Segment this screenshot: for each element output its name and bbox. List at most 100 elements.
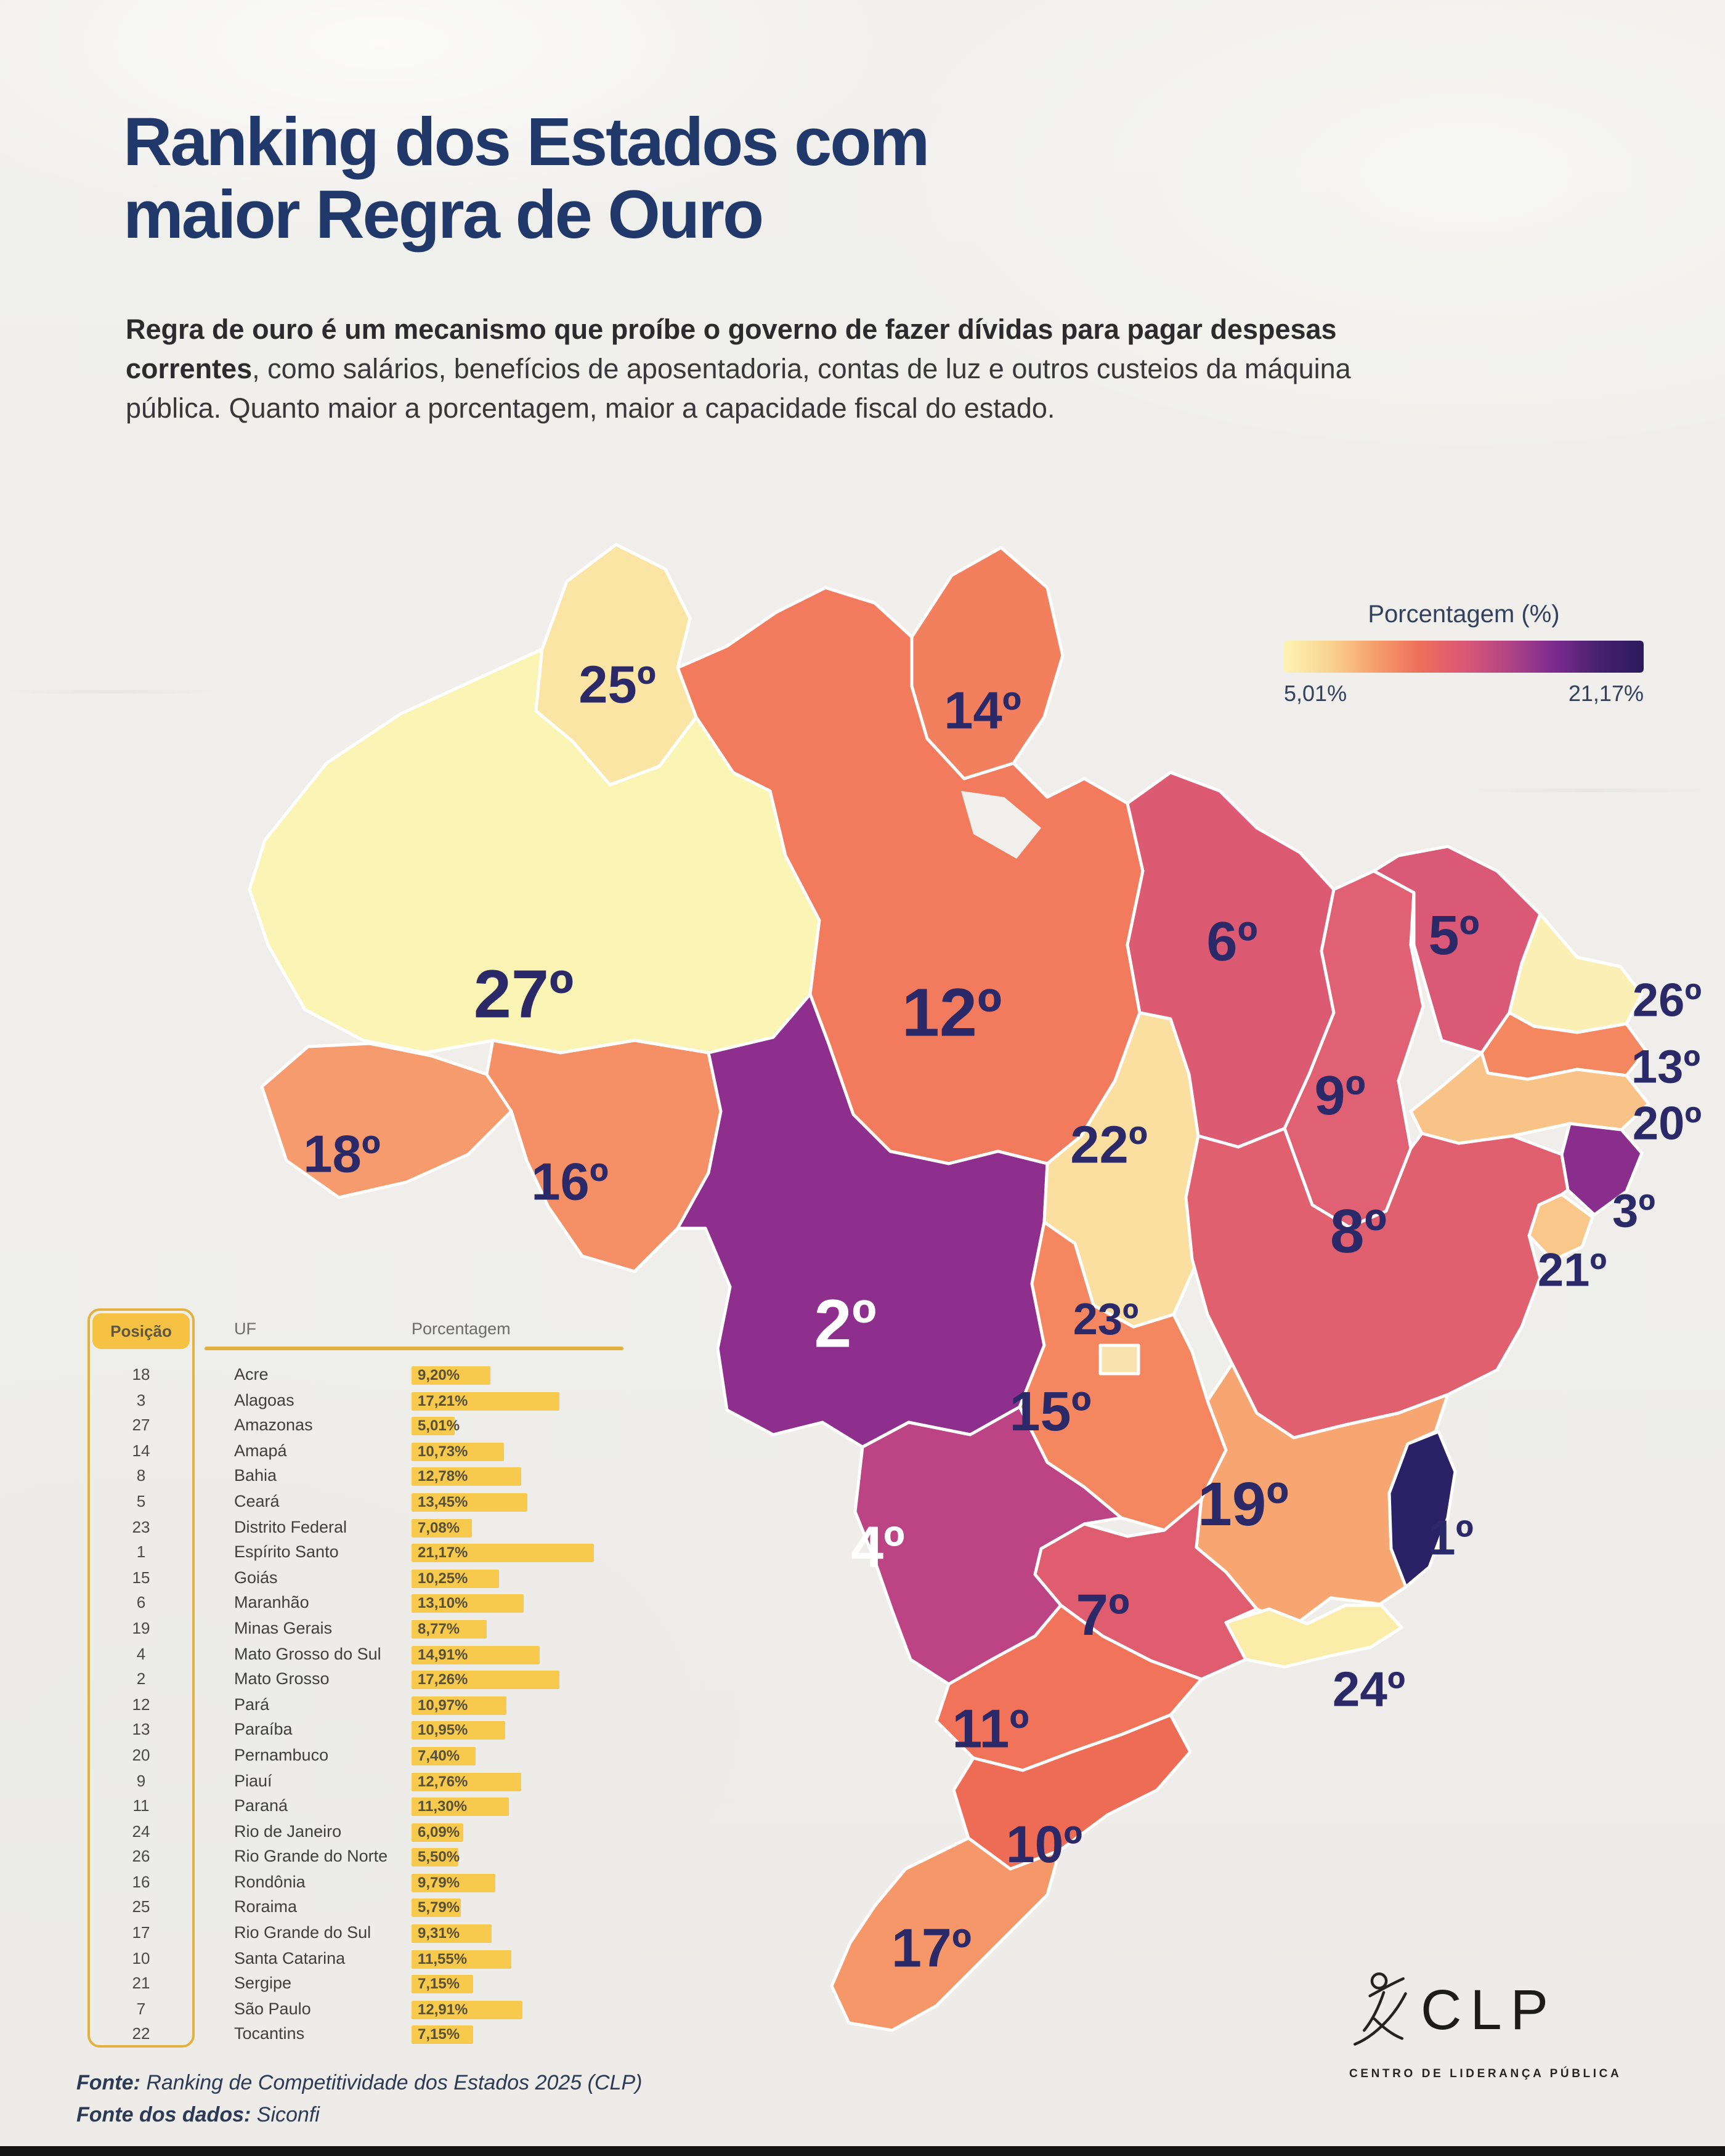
- pct-bar: 17,26%: [412, 1671, 560, 1690]
- pct-value: 7,15%: [418, 1975, 460, 1993]
- position-cell: 1: [136, 1542, 146, 1562]
- source-label: Fonte:: [76, 2071, 140, 2094]
- table-row: 8 Bahia 12,78%: [87, 1464, 636, 1489]
- pct-bar: 9,31%: [412, 1924, 492, 1943]
- position-cell: 16: [132, 1872, 150, 1891]
- pct-bar: 14,91%: [412, 1645, 540, 1664]
- position-cell: 24: [132, 1822, 150, 1841]
- page-subtitle: Regra de ouro é um mecanismo que proíbe …: [126, 310, 1407, 429]
- table-row: 9 Piauí 12,76%: [87, 1769, 636, 1794]
- state-ac: [260, 1042, 513, 1199]
- rank-label-mg: 19º: [1198, 1470, 1289, 1539]
- pct-value: 21,17%: [418, 1544, 468, 1562]
- table-row: 13 Paraíba 10,95%: [87, 1718, 636, 1743]
- table-row: 5 Ceará 13,45%: [87, 1489, 636, 1515]
- pct-bar: 7,15%: [412, 1975, 473, 1994]
- pct-value: 12,78%: [418, 1467, 468, 1485]
- rank-label-ro: 16º: [531, 1153, 609, 1212]
- pct-bar: 11,55%: [412, 1950, 511, 1969]
- legend-min-label: 5,01%: [1284, 681, 1347, 706]
- rank-label-ms: 4º: [851, 1515, 905, 1580]
- state-rs: [830, 1836, 1061, 2032]
- rank-label-rs: 17º: [891, 1918, 972, 1979]
- table-row: 2 Mato Grosso 17,26%: [87, 1667, 636, 1692]
- pct-bar: 6,09%: [412, 1823, 464, 1842]
- pct-value: 17,26%: [418, 1671, 468, 1688]
- pct-bar: 13,45%: [412, 1493, 527, 1512]
- title-line-1: Ranking dos Estados com: [123, 103, 930, 180]
- uf-cell: Roraima: [234, 1897, 298, 1916]
- pct-bar: 21,17%: [412, 1544, 594, 1563]
- pct-value: 17,21%: [418, 1392, 468, 1409]
- pct-value: 11,30%: [418, 1797, 468, 1815]
- table-row: 27 Amazonas 5,01%: [87, 1413, 636, 1438]
- uf-cell: Paraíba: [234, 1720, 293, 1739]
- pct-bar: 7,15%: [412, 2025, 473, 2045]
- table-row: 10 Santa Catarina 11,55%: [87, 1946, 636, 1971]
- clp-logo-text: CLP: [1421, 1977, 1557, 2041]
- pct-value: 9,20%: [418, 1366, 460, 1384]
- uf-cell: Goiás: [234, 1568, 278, 1587]
- pct-value: 10,25%: [418, 1569, 468, 1587]
- rank-label-rj: 24º: [1333, 1662, 1405, 1717]
- pct-value: 7,15%: [418, 2025, 460, 2043]
- uf-cell: Amazonas: [234, 1416, 313, 1435]
- position-cell: 6: [136, 1593, 146, 1612]
- state-rr: [534, 543, 698, 787]
- pct-bar: 10,25%: [412, 1569, 500, 1588]
- table-row: 11 Paraná 11,30%: [87, 1794, 636, 1819]
- uf-cell: Piauí: [234, 1771, 272, 1789]
- table-row: 15 Goiás 10,25%: [87, 1566, 636, 1591]
- pct-value: 5,50%: [418, 1848, 460, 1866]
- table-row: 1 Espírito Santo 21,17%: [87, 1540, 636, 1565]
- pct-value: 9,31%: [418, 1924, 460, 1942]
- position-cell: 15: [132, 1568, 150, 1587]
- table-row: 14 Amapá 10,73%: [87, 1439, 636, 1464]
- pct-value: 5,79%: [418, 1899, 460, 1916]
- position-cell: 18: [132, 1365, 150, 1384]
- pct-bar: 5,01%: [412, 1417, 460, 1436]
- pct-bar: 13,10%: [412, 1594, 524, 1613]
- rank-label-pe: 20º: [1633, 1098, 1702, 1150]
- table-row: 17 Rio Grande do Sul 9,31%: [87, 1921, 636, 1946]
- paper-crease: [0, 690, 222, 694]
- source-line-2: Fonte dos dados: Siconfi: [76, 2099, 642, 2130]
- pct-value: 5,01%: [418, 1417, 460, 1435]
- clp-logo-subtitle: CENTRO DE LIDERANÇA PÚBLICA: [1349, 2067, 1622, 2081]
- state-es: [1387, 1430, 1457, 1589]
- position-cell: 22: [132, 2024, 150, 2043]
- position-cell: 26: [132, 1847, 150, 1866]
- uf-cell: Pará: [234, 1695, 270, 1714]
- bottom-black-bar: [0, 2146, 1725, 2156]
- pct-bar: 12,76%: [412, 1772, 521, 1791]
- table-row: 25 Roraima 5,79%: [87, 1895, 636, 1921]
- table-row: 4 Mato Grosso do Sul 14,91%: [87, 1642, 636, 1667]
- uf-cell: Alagoas: [234, 1390, 294, 1409]
- pct-value: 6,09%: [418, 1823, 460, 1841]
- pct-bar: 12,91%: [412, 2000, 522, 2019]
- rank-label-pr: 11º: [952, 1698, 1029, 1759]
- ranking-table: Posição UF Porcentagem 18 Acre 9,20% 3 Alago…: [87, 1308, 636, 2060]
- rank-label-es: 1º: [1428, 1510, 1474, 1565]
- table-row: 6 Maranhão 13,10%: [87, 1591, 636, 1616]
- rank-label-al: 3º: [1612, 1185, 1655, 1238]
- position-cell: 8: [136, 1466, 146, 1485]
- pct-bar: 17,21%: [412, 1392, 559, 1411]
- uf-cell: Rio Grande do Sul: [234, 1923, 371, 1942]
- position-cell: 13: [132, 1720, 150, 1739]
- rank-label-sc: 10º: [1006, 1815, 1082, 1873]
- subtitle-bold-segment: Regra de ouro é um mecanismo que proíbe …: [126, 314, 1337, 385]
- uf-cell: Pernambuco: [234, 1745, 329, 1764]
- rank-label-mt: 2º: [814, 1286, 876, 1362]
- subtitle-regular-segment: , como salários, benefícios de aposentad…: [126, 354, 1351, 424]
- legend-title: Porcentagem (%): [1368, 601, 1560, 628]
- position-cell: 21: [132, 1974, 150, 1993]
- position-cell: 5: [136, 1491, 146, 1510]
- pct-value: 13,10%: [418, 1594, 468, 1612]
- table-rows: 18 Acre 9,20% 3 Alagoas 17,21% 27 Amazonas 5,01%…: [87, 1363, 636, 2048]
- rank-label-ac: 18º: [303, 1125, 381, 1184]
- pct-value: 10,95%: [418, 1721, 468, 1739]
- table-row: 16 Rondônia 9,79%: [87, 1870, 636, 1895]
